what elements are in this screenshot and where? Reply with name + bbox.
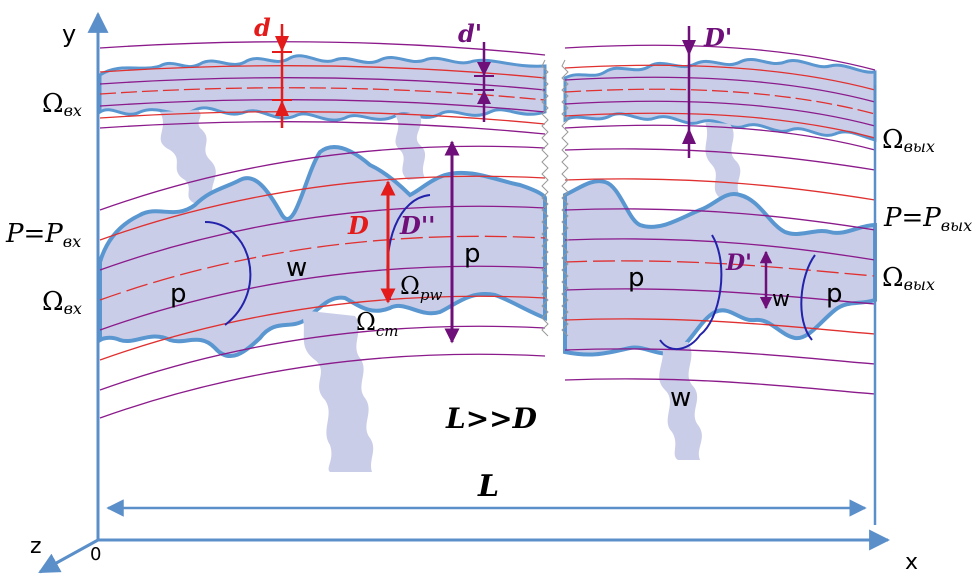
break-mark-left xyxy=(541,59,549,337)
left-lower-branch xyxy=(300,310,374,472)
L-label: L xyxy=(477,469,499,504)
omega-pw-label: Ωpw xyxy=(400,272,443,304)
D-prime-top-label: D' xyxy=(703,23,732,52)
right-main-pore xyxy=(563,179,877,357)
dimension-arrows xyxy=(272,24,773,344)
omega-out-mid: Ωвых xyxy=(882,263,935,294)
flow-lines-right xyxy=(564,44,876,395)
omega-in-top: Ωвх xyxy=(42,89,82,120)
phase-p-2: p xyxy=(464,239,481,269)
axis-z-label: z xyxy=(30,534,42,559)
L-relation-label: L>>D xyxy=(445,402,538,435)
D-prime-mid-label: D' xyxy=(725,250,752,276)
omega-in-mid: Ωвх xyxy=(42,287,82,318)
omega-cm-label: Ωcm xyxy=(356,308,399,340)
D-label: D xyxy=(347,211,369,240)
p-in-label: P=Pвх xyxy=(5,219,81,251)
break-mark-right xyxy=(561,59,569,337)
d-prime-label: d' xyxy=(458,19,482,48)
left-stem-1 xyxy=(160,110,216,205)
left-segment xyxy=(98,54,547,472)
D-double-prime-label: D'' xyxy=(399,211,436,240)
left-stem-2 xyxy=(395,112,426,180)
phase-w-1: w xyxy=(286,253,307,283)
right-stem xyxy=(705,122,741,198)
axis-x-label: x xyxy=(905,550,918,575)
phase-w-2: w xyxy=(772,287,790,312)
omega-out-top: Ωвых xyxy=(882,125,935,156)
flow-lines-left xyxy=(99,41,546,419)
axes xyxy=(38,11,891,574)
d-label: d xyxy=(254,13,271,42)
phase-p-4: p xyxy=(826,279,843,309)
origin-label: 0 xyxy=(90,544,101,565)
p-out-label: P=Pвых xyxy=(883,203,972,235)
phase-w-3: w xyxy=(670,383,691,413)
phase-p-1: p xyxy=(170,279,187,309)
text-labels: y x z 0 Ωвх P=Pвх Ωвх Ωвых P=Pвых Ωвых Ω… xyxy=(5,13,972,575)
phase-p-3: p xyxy=(628,263,645,293)
right-lower-branch xyxy=(659,340,702,460)
axis-y-label: y xyxy=(62,20,76,48)
